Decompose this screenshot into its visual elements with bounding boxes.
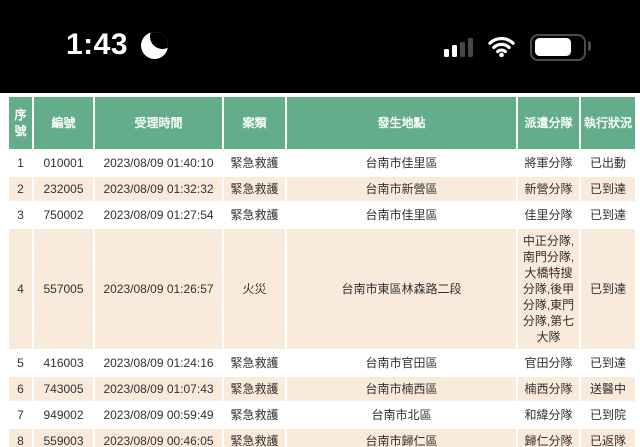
cell-seq: 4 bbox=[9, 229, 32, 349]
cell-seq: 2 bbox=[9, 177, 32, 201]
battery-cap bbox=[587, 41, 591, 51]
signal-bar bbox=[444, 48, 449, 57]
cell-status: 已到達 bbox=[581, 229, 635, 349]
cell-seq: 7 bbox=[9, 403, 32, 427]
table-row: 4 557005 2023/08/09 01:26:57 火災 台南市東區林森路二段 中正… bbox=[9, 229, 635, 349]
cell-location: 台南市北區 bbox=[287, 403, 516, 427]
cell-status: 已到達 bbox=[581, 351, 635, 375]
cell-type: 緊急救護 bbox=[224, 151, 285, 175]
cell-type: 緊急救護 bbox=[224, 177, 285, 201]
cell-status: 送醫中 bbox=[581, 377, 635, 401]
cell-location: 台南市楠西區 bbox=[287, 377, 516, 401]
battery-icon bbox=[530, 33, 591, 61]
cell-time: 2023/08/09 00:59:49 bbox=[95, 403, 222, 427]
status-bar: 1:43 bbox=[0, 0, 640, 93]
cell-location: 台南市東區林森路二段 bbox=[287, 229, 516, 349]
cell-squad: 佳里分隊 bbox=[518, 203, 579, 227]
cell-id: 557005 bbox=[34, 229, 93, 349]
cell-type: 緊急救護 bbox=[224, 203, 285, 227]
cell-time: 2023/08/09 01:24:16 bbox=[95, 351, 222, 375]
column-header-location: 發生地點 bbox=[287, 97, 516, 149]
table-row: 1 010001 2023/08/09 01:40:10 緊急救護 台南市佳里區 將軍分隊… bbox=[9, 151, 635, 175]
cell-location: 台南市新營區 bbox=[287, 177, 516, 201]
signal-bar bbox=[460, 41, 465, 57]
cell-squad: 新營分隊 bbox=[518, 177, 579, 201]
cell-time: 2023/08/09 01:07:43 bbox=[95, 377, 222, 401]
cell-status: 已到達 bbox=[581, 177, 635, 201]
cell-id: 743005 bbox=[34, 377, 93, 401]
cell-location: 台南市官田區 bbox=[287, 351, 516, 375]
cell-status: 已出動 bbox=[581, 151, 635, 175]
cell-type: 火災 bbox=[224, 229, 285, 349]
cell-type: 緊急救護 bbox=[224, 429, 285, 447]
table-row: 7 949002 2023/08/09 00:59:49 緊急救護 台南市北區 和緯分隊已… bbox=[9, 403, 635, 427]
cell-type: 緊急救護 bbox=[224, 377, 285, 401]
cell-location: 台南市佳里區 bbox=[287, 151, 516, 175]
cell-status: 已到院 bbox=[581, 403, 635, 427]
cell-time: 2023/08/09 01:40:10 bbox=[95, 151, 222, 175]
cell-time: 2023/08/09 01:32:32 bbox=[95, 177, 222, 201]
cell-time: 2023/08/09 01:26:57 bbox=[95, 229, 222, 349]
cell-type: 緊急救護 bbox=[224, 351, 285, 375]
cell-type: 緊急救護 bbox=[224, 403, 285, 427]
cell-id: 232005 bbox=[34, 177, 93, 201]
cellular-signal-icon bbox=[444, 37, 473, 57]
cell-status: 已返隊 bbox=[581, 429, 635, 447]
clock-time: 1:43 bbox=[66, 28, 129, 61]
table-header-row: 序號 編號 受理時間 案類 發生地點 派遣分隊 執行狀況 bbox=[9, 97, 635, 149]
cell-seq: 6 bbox=[9, 377, 32, 401]
cell-seq: 5 bbox=[9, 351, 32, 375]
column-header-seq: 序號 bbox=[9, 97, 32, 149]
wifi-icon bbox=[488, 37, 515, 57]
signal-bar bbox=[452, 44, 457, 57]
status-icons-group bbox=[444, 33, 591, 61]
incident-table: 序號 編號 受理時間 案類 發生地點 派遣分隊 執行狀況 1 010001 2023/08/09… bbox=[7, 95, 637, 447]
cell-seq: 3 bbox=[9, 203, 32, 227]
table-row: 8 559003 2023/08/09 00:46:05 緊急救護 台南市歸仁區 歸仁分隊… bbox=[9, 429, 635, 447]
cell-squad: 中正分隊, 南門分隊, 大橋特搜分隊,後甲分隊,東門分隊,第七大隊 bbox=[518, 229, 579, 349]
cell-id: 559003 bbox=[34, 429, 93, 447]
cell-id: 416003 bbox=[34, 351, 93, 375]
table-row: 6 743005 2023/08/09 01:07:43 緊急救護 台南市楠西區 楠西分隊… bbox=[9, 377, 635, 401]
column-header-type: 案類 bbox=[224, 97, 285, 149]
table-row: 5 416003 2023/08/09 01:24:16 緊急救護 台南市官田區 官田分隊… bbox=[9, 351, 635, 375]
cell-location: 台南市佳里區 bbox=[287, 203, 516, 227]
status-time-group: 1:43 bbox=[66, 28, 169, 61]
cell-location: 台南市歸仁區 bbox=[287, 429, 516, 447]
cell-squad: 將軍分隊 bbox=[518, 151, 579, 175]
cell-id: 949002 bbox=[34, 403, 93, 427]
cell-time: 2023/08/09 01:27:54 bbox=[95, 203, 222, 227]
cell-squad: 官田分隊 bbox=[518, 351, 579, 375]
incident-report-scroll-area[interactable]: 序號 編號 受理時間 案類 發生地點 派遣分隊 執行狀況 1 010001 2023/08/09… bbox=[7, 95, 640, 447]
cell-id: 750002 bbox=[34, 203, 93, 227]
cell-seq: 1 bbox=[9, 151, 32, 175]
cell-squad: 和緯分隊 bbox=[518, 403, 579, 427]
column-header-time: 受理時間 bbox=[95, 97, 222, 149]
cell-status: 已到達 bbox=[581, 203, 635, 227]
column-header-id: 編號 bbox=[34, 97, 93, 149]
column-header-squad: 派遣分隊 bbox=[518, 97, 579, 149]
column-header-status: 執行狀況 bbox=[581, 97, 635, 149]
cell-time: 2023/08/09 00:46:05 bbox=[95, 429, 222, 447]
cell-squad: 楠西分隊 bbox=[518, 377, 579, 401]
table-row: 3 750002 2023/08/09 01:27:54 緊急救護 台南市佳里區 佳里分隊… bbox=[9, 203, 635, 227]
table-row: 2 232005 2023/08/09 01:32:32 緊急救護 台南市新營區 新營分隊… bbox=[9, 177, 635, 201]
moon-icon bbox=[141, 31, 169, 59]
cell-seq: 8 bbox=[9, 429, 32, 447]
table-body: 1 010001 2023/08/09 01:40:10 緊急救護 台南市佳里區 將軍分隊… bbox=[9, 151, 635, 447]
cell-id: 010001 bbox=[34, 151, 93, 175]
cell-squad: 歸仁分隊 bbox=[518, 429, 579, 447]
signal-bar bbox=[468, 37, 473, 57]
battery-level bbox=[534, 38, 571, 56]
